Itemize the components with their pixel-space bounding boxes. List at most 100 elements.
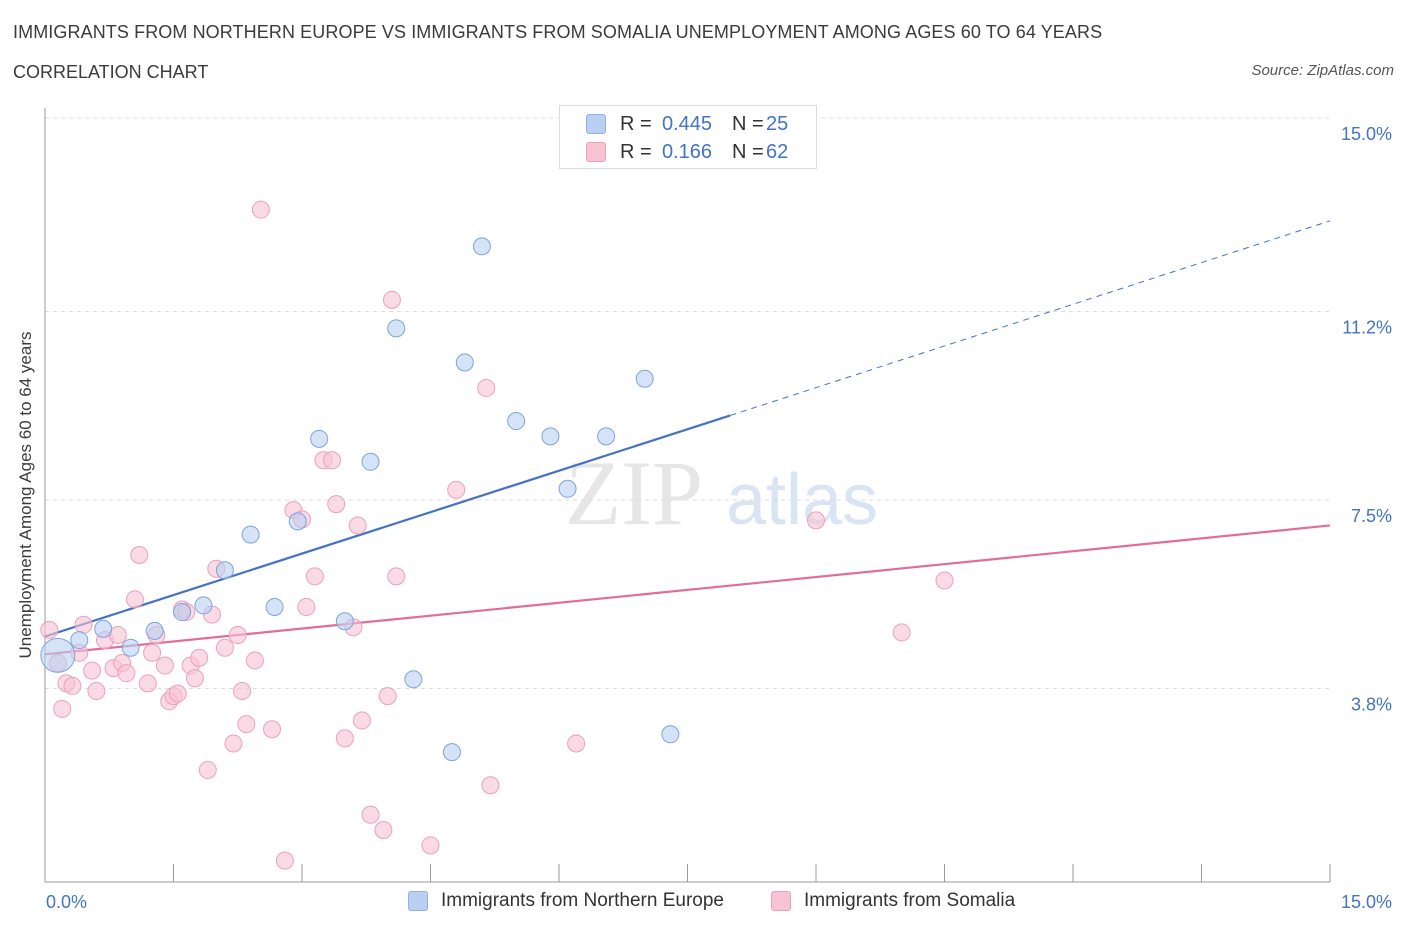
somalia-point <box>83 661 102 680</box>
northern-europe-point <box>472 237 491 256</box>
somalia-point <box>40 620 59 639</box>
somalia-point <box>892 623 911 642</box>
somalia-trend-line <box>44 524 1331 656</box>
somalia-point <box>190 648 209 667</box>
somalia-point <box>233 682 252 700</box>
somalia-point <box>275 851 294 870</box>
r-value: 0.445 <box>661 113 712 135</box>
somalia-point <box>185 669 204 688</box>
n-label: N = <box>732 141 764 163</box>
legend-swatch-northern-europe <box>586 114 606 134</box>
somalia-point <box>374 821 393 840</box>
somalia-point <box>567 734 586 753</box>
northern-europe-point <box>558 479 577 498</box>
somalia-point <box>387 567 406 586</box>
somalia-point <box>130 546 149 565</box>
y-tick-label: 15.0% <box>1341 124 1392 144</box>
northern-europe-trend-line <box>44 414 731 638</box>
somalia-point <box>117 664 136 683</box>
somalia-point <box>477 378 496 397</box>
gridlines <box>45 117 1330 689</box>
somalia-point <box>935 571 954 590</box>
northern-europe-point <box>310 429 329 448</box>
trend-lines <box>44 220 1331 656</box>
chart-title: IMMIGRANTS FROM NORTHERN EUROPE VS IMMIG… <box>13 22 1103 42</box>
northern-europe-point <box>635 369 654 388</box>
northern-europe-point <box>541 427 560 446</box>
somalia-point <box>168 684 187 703</box>
somalia-point <box>245 651 264 670</box>
legend-swatch-somalia <box>586 142 606 162</box>
northern-europe-point <box>194 596 213 615</box>
somalia-point <box>348 516 367 535</box>
legend-label: Immigrants from Somalia <box>804 890 1016 911</box>
legend-swatch-somalia <box>771 891 791 911</box>
somalia-point <box>335 729 354 748</box>
somalia-point <box>378 687 397 706</box>
y-tick-label: 3.8% <box>1351 694 1392 714</box>
somalia-point <box>228 625 247 644</box>
northern-europe-point <box>215 561 234 580</box>
northern-europe-point <box>241 525 260 544</box>
northern-europe-point <box>145 621 164 640</box>
somalia-point <box>63 676 82 695</box>
northern-europe-point <box>288 512 307 531</box>
stats-legend: R = 0.445 N = 25 R = 0.166 N = 62 <box>559 105 817 169</box>
northern-europe-point <box>387 319 406 338</box>
n-value: 25 <box>766 113 789 135</box>
somalia-point <box>447 480 466 499</box>
somalia-point <box>251 200 270 219</box>
northern-europe-point <box>361 452 380 471</box>
somalia-point <box>297 597 316 616</box>
northern-europe-point <box>70 631 89 650</box>
tick-labels: 3.8% 7.5% 11.2% 15.0% 0.0% 15.0% <box>46 124 1392 912</box>
northern-europe-point <box>265 597 284 616</box>
somalia-point <box>263 720 282 739</box>
somalia-point <box>87 682 106 700</box>
somalia-point <box>352 711 371 730</box>
northern-europe-point <box>455 353 474 372</box>
somalia-point <box>155 656 174 675</box>
northern-europe-point <box>335 612 354 631</box>
somalia-point <box>53 699 72 718</box>
somalia-point <box>327 495 346 514</box>
y-tick-label: 7.5% <box>1351 506 1392 526</box>
northern-europe-point <box>442 743 461 762</box>
somalia-point <box>361 805 380 824</box>
legend-label: Immigrants from Northern Europe <box>441 890 724 911</box>
legend-swatch-northern-europe <box>408 891 428 911</box>
northern-europe-point <box>173 603 192 622</box>
northern-europe-point <box>507 412 526 431</box>
x-tick-label: 0.0% <box>46 892 87 912</box>
somalia-point <box>421 836 440 855</box>
northern-europe-point <box>40 637 76 673</box>
x-tick-label: 15.0% <box>1341 892 1392 912</box>
somalia-point <box>74 615 93 634</box>
somalia-point <box>215 638 234 657</box>
somalia-point <box>807 511 825 530</box>
watermark-zip: ZIP <box>565 442 703 544</box>
somalia-point <box>237 715 256 734</box>
somalia-point <box>305 567 324 586</box>
somalia-point <box>143 643 162 662</box>
northern-europe-point <box>404 670 423 689</box>
northern-europe-point <box>597 427 616 446</box>
somalia-point <box>125 590 144 609</box>
somalia-point <box>198 760 217 779</box>
n-label: N = <box>732 113 764 135</box>
watermark: ZIP atlas <box>565 442 878 544</box>
somalia-point <box>481 776 500 795</box>
northern-europe-point <box>661 725 680 744</box>
axes <box>44 108 1331 883</box>
source-credit: Source: ZipAtlas.com <box>1251 62 1394 79</box>
r-label: R = <box>620 141 652 163</box>
r-label: R = <box>620 113 652 135</box>
somalia-point <box>382 290 401 309</box>
y-tick-label: 11.2% <box>1342 318 1392 338</box>
r-value: 0.166 <box>661 141 712 163</box>
northern-europe-trend-extension <box>730 220 1331 416</box>
northern-europe-point <box>94 619 113 638</box>
chart-subtitle: CORRELATION CHART <box>13 62 209 82</box>
data-points <box>40 200 954 870</box>
